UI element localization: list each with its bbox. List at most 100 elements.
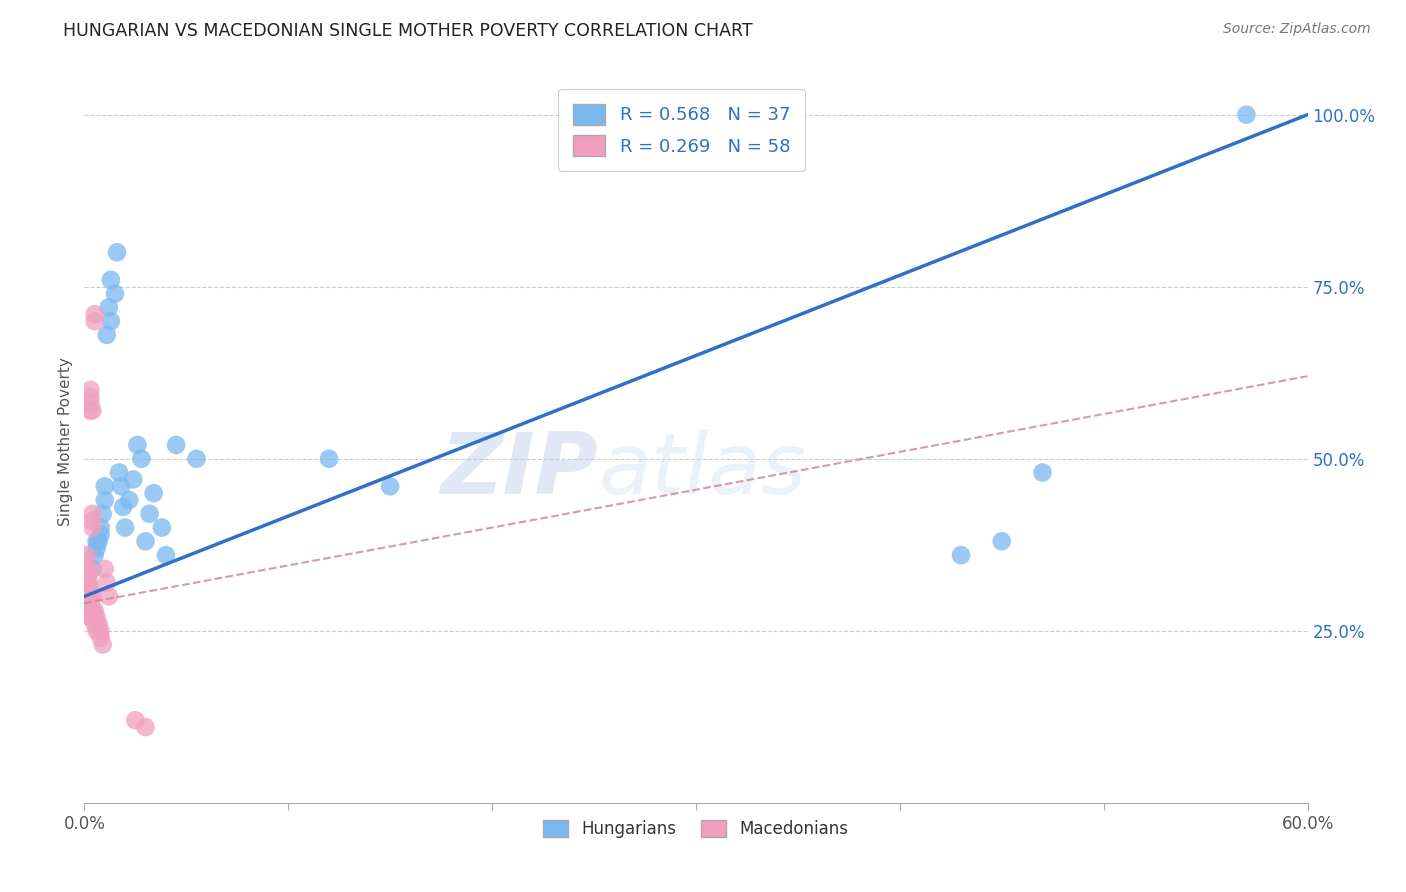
Text: Source: ZipAtlas.com: Source: ZipAtlas.com (1223, 22, 1371, 37)
Point (131, 451, 153, 466)
Point (77, 603, 100, 617)
Point (75, 568, 97, 582)
Point (90, 624, 112, 638)
Point (135, 720, 157, 734)
Point (79, 403, 101, 417)
Point (82, 507, 104, 521)
Point (108, 466, 131, 480)
Point (77, 582, 100, 597)
Point (86, 624, 108, 638)
Point (991, 534, 1014, 549)
Point (79, 582, 101, 597)
Point (90, 520, 112, 534)
Point (75, 568, 97, 582)
Point (122, 472, 145, 486)
Point (77, 590, 100, 604)
Text: atlas: atlas (598, 429, 806, 512)
Point (79, 397, 101, 411)
Point (75, 555, 97, 569)
Point (135, 534, 157, 549)
Point (87, 616, 110, 631)
Point (380, 479, 402, 493)
Point (82, 590, 104, 604)
Point (75, 562, 97, 576)
Point (75, 582, 97, 597)
Point (93, 479, 115, 493)
Point (93, 493, 115, 508)
Point (79, 383, 101, 397)
Point (83, 314, 105, 328)
Point (86, 610, 108, 624)
Point (93, 562, 115, 576)
Point (118, 493, 141, 508)
Point (83, 603, 105, 617)
Point (77, 568, 100, 582)
Point (75, 562, 97, 576)
Point (77, 596, 100, 610)
Point (1236, 108, 1258, 122)
Point (79, 610, 101, 624)
Point (79, 603, 101, 617)
Point (82, 562, 104, 576)
Point (100, 314, 122, 328)
Text: ZIP: ZIP (440, 429, 598, 512)
Point (75, 548, 97, 562)
Point (96, 327, 118, 342)
Point (91, 638, 114, 652)
Point (79, 590, 101, 604)
Point (83, 610, 105, 624)
Point (86, 616, 108, 631)
Point (82, 403, 104, 417)
Point (142, 486, 165, 500)
Point (79, 390, 101, 404)
Point (100, 273, 122, 287)
Point (105, 245, 128, 260)
Point (79, 610, 101, 624)
Point (83, 616, 105, 631)
Point (79, 590, 101, 604)
Point (165, 438, 187, 452)
Point (97, 590, 120, 604)
Point (79, 596, 101, 610)
Point (90, 527, 112, 541)
Point (82, 514, 104, 528)
Point (155, 548, 177, 562)
Point (77, 590, 100, 604)
Point (318, 451, 340, 466)
Point (110, 479, 132, 493)
Point (82, 603, 104, 617)
Point (87, 534, 110, 549)
Point (124, 713, 146, 727)
Point (138, 507, 160, 521)
Point (112, 500, 135, 514)
Point (77, 582, 100, 597)
Point (114, 520, 136, 534)
Point (97, 301, 120, 315)
Y-axis label: Single Mother Poverty: Single Mother Poverty (58, 357, 73, 526)
Point (83, 307, 105, 321)
Legend: Hungarians, Macedonians: Hungarians, Macedonians (537, 814, 855, 845)
Point (186, 451, 208, 466)
Point (104, 286, 127, 301)
Point (77, 596, 100, 610)
Point (75, 590, 97, 604)
Point (83, 548, 105, 562)
Point (86, 534, 108, 549)
Point (77, 575, 100, 590)
Point (77, 568, 100, 582)
Point (77, 575, 100, 590)
Point (127, 438, 149, 452)
Point (91, 507, 114, 521)
Point (75, 575, 97, 590)
Point (79, 590, 101, 604)
Point (75, 575, 97, 590)
Point (96, 575, 118, 590)
Point (150, 520, 173, 534)
Point (1032, 466, 1054, 480)
Point (86, 541, 108, 556)
Text: HUNGARIAN VS MACEDONIAN SINGLE MOTHER POVERTY CORRELATION CHART: HUNGARIAN VS MACEDONIAN SINGLE MOTHER PO… (63, 22, 752, 40)
Point (82, 520, 104, 534)
Point (87, 624, 110, 638)
Point (950, 548, 973, 562)
Point (79, 603, 101, 617)
